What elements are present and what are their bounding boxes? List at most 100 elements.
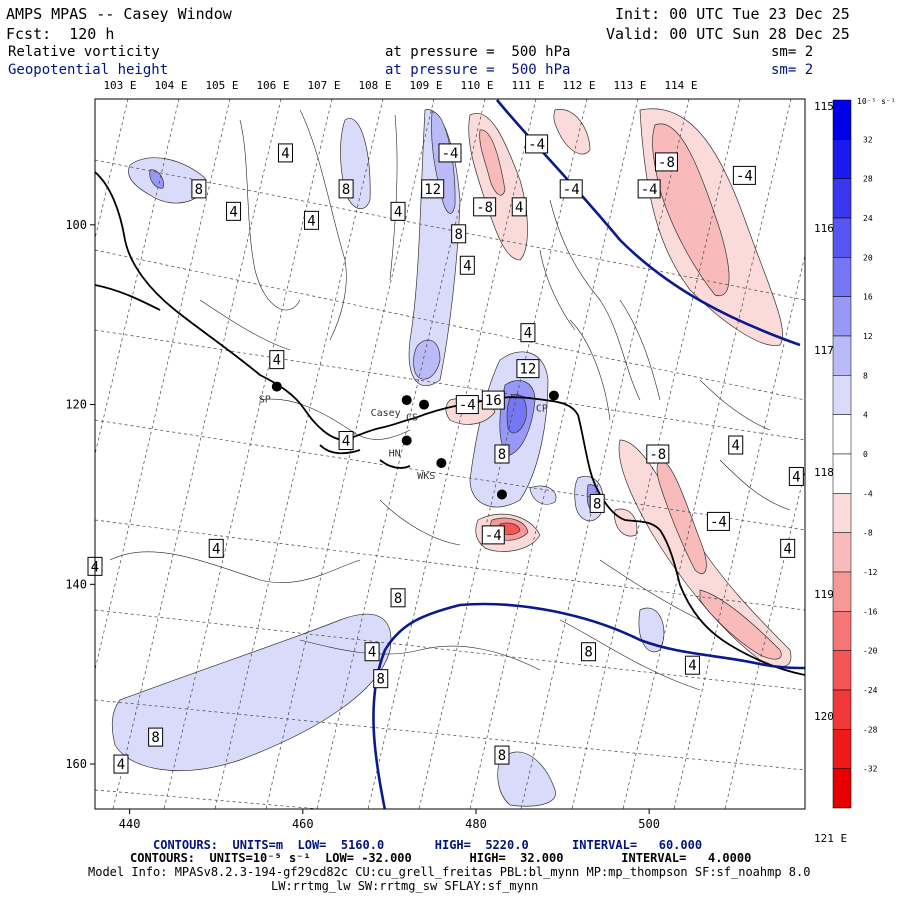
- vort-pos-region: [149, 169, 164, 189]
- contour-label: 8: [589, 493, 605, 513]
- colorbar-label: -16: [863, 607, 878, 616]
- contour-label: -4: [559, 179, 583, 199]
- station-label: SP: [259, 395, 271, 406]
- contour-label-text: 4: [463, 258, 471, 274]
- contour-label: 4: [269, 350, 285, 370]
- contour-label-text: 8: [377, 672, 385, 688]
- lon-label-top: 108 E: [358, 79, 391, 92]
- contour-label-text: 8: [454, 227, 462, 243]
- contour-label-text: 8: [593, 496, 601, 512]
- lon-label-top: 111 E: [511, 79, 544, 92]
- contour-label: 4: [728, 435, 744, 455]
- colorbar-swatch: [832, 650, 852, 691]
- contour-label-text: 8: [498, 447, 506, 463]
- longitude-grid-lines: [95, 99, 805, 809]
- contour-label: 4: [364, 642, 380, 662]
- colorbar-label: -24: [863, 686, 878, 695]
- colorbar-label: 16: [863, 293, 873, 302]
- station-label: Casey: [371, 408, 401, 419]
- contour-label: -4: [438, 143, 462, 163]
- contour-label-text: -4: [641, 182, 658, 198]
- meridian-line: [520, 99, 690, 809]
- colorbar-swatch: [832, 178, 852, 219]
- contour-label: 4: [780, 538, 796, 558]
- vorticity-fill-layer: [111, 108, 792, 807]
- colorbar-label: -20: [863, 647, 878, 656]
- colorbar-swatch: [832, 453, 852, 494]
- contour-label: -8: [654, 152, 678, 172]
- contour-label: -8: [646, 444, 670, 464]
- contour-label-text: -4: [563, 182, 580, 198]
- meridian-line: [724, 469, 805, 809]
- y-tick-label: 160: [65, 757, 87, 771]
- contour-label: 16: [481, 390, 505, 410]
- contour-label: -4: [706, 511, 730, 531]
- contour-label-text: 4: [307, 213, 315, 229]
- contour-label-text: 16: [485, 393, 502, 409]
- colorbar: 32 28 24 20 16 12 8 4 0 -4 -8 -12 -16 -20 -24 -28 -32: [832, 99, 878, 809]
- contour-label-text: 4: [281, 146, 289, 162]
- contour-label-text: 4: [212, 541, 220, 557]
- colorbar-units: 10⁻⁵ s⁻¹: [857, 97, 896, 106]
- vort-neg-region: [553, 109, 591, 155]
- contour-label: 8: [148, 727, 164, 747]
- station-layer: SP Casey CS HN WKS CP: [259, 381, 559, 500]
- contour-label-text: 4: [688, 658, 696, 674]
- colorbar-label: -28: [863, 725, 878, 734]
- lon-label-top: 104 E: [154, 79, 187, 92]
- footer-vorticity-contours: CONTOURS: UNITS=10⁻⁵ s⁻¹ LOW= -32.000 HI…: [130, 851, 752, 865]
- contour-label: 8: [338, 179, 354, 199]
- colorbar-swatch: [832, 729, 852, 769]
- vort-pos-region: [497, 751, 556, 807]
- colorbar-label: 32: [863, 135, 873, 144]
- colorbar-label: 4: [863, 411, 868, 420]
- contour-label-text: -4: [736, 168, 753, 184]
- meridian-line: [571, 99, 741, 809]
- colorbar-label: 20: [863, 253, 873, 262]
- contour-label-text: 4: [732, 438, 740, 454]
- colorbar-swatch: [832, 611, 852, 651]
- colorbar-swatch: [832, 217, 852, 258]
- meridian-line: [418, 99, 588, 809]
- lon-label-top: 105 E: [205, 79, 238, 92]
- colorbar-swatch: [832, 257, 852, 297]
- contour-label-text: 8: [195, 182, 203, 198]
- contour-label: 8: [191, 179, 207, 199]
- colorbar-swatch: [832, 99, 852, 140]
- contour-label: 12: [516, 359, 540, 379]
- contour-label: 4: [684, 655, 700, 675]
- vort-neg-region: [656, 459, 707, 575]
- lon-label-top: 106 E: [256, 79, 289, 92]
- contour-label-text: 4: [117, 757, 125, 773]
- contour-label-text: -4: [459, 398, 476, 414]
- contour-label-text: 4: [783, 541, 791, 557]
- contour-label: 4: [303, 210, 319, 230]
- station-marker: [436, 457, 447, 468]
- contour-label: 4: [226, 201, 242, 221]
- colorbar-label: 24: [863, 214, 873, 223]
- colorbar-label: -32: [863, 765, 878, 774]
- longitude-labels-top: 103 E 104 E 105 E 106 E 107 E 108 E 109 E 110 E…: [103, 79, 697, 92]
- contour-label: 4: [520, 323, 536, 343]
- contour-label: -4: [481, 525, 505, 545]
- footer-model-info-line2: LW:rrtmg_lw SW:rrtmg_sw SFLAY:sf_mynn: [271, 879, 539, 893]
- contour-label: -4: [732, 165, 756, 185]
- contour-label-text: -8: [649, 447, 666, 463]
- contour-label: 8: [581, 642, 597, 662]
- x-tick-label: 500: [638, 817, 660, 831]
- latitude-grid-lines: [95, 159, 805, 809]
- contour-label-text: 12: [519, 362, 536, 378]
- contour-label: 4: [511, 197, 527, 217]
- colorbar-swatch: [832, 571, 852, 612]
- lon-label-top: 112 E: [562, 79, 595, 92]
- contour-label-text: -8: [476, 200, 493, 216]
- footer-model-info: Model Info: MPASv8.2.3-194-gf29cd82c CU:…: [88, 865, 811, 879]
- model-title: AMPS MPAS -- Casey Window: [6, 5, 232, 23]
- contour-label-text: 8: [151, 730, 159, 746]
- colorbar-swatch: [832, 335, 852, 376]
- contour-label-text: 8: [342, 182, 350, 198]
- meridian-line: [316, 99, 486, 809]
- valid-time: Valid: 00 UTC Sun 28 Dec 25: [606, 25, 850, 43]
- colorbar-swatch: [832, 768, 852, 809]
- contour-label: 4: [113, 754, 129, 774]
